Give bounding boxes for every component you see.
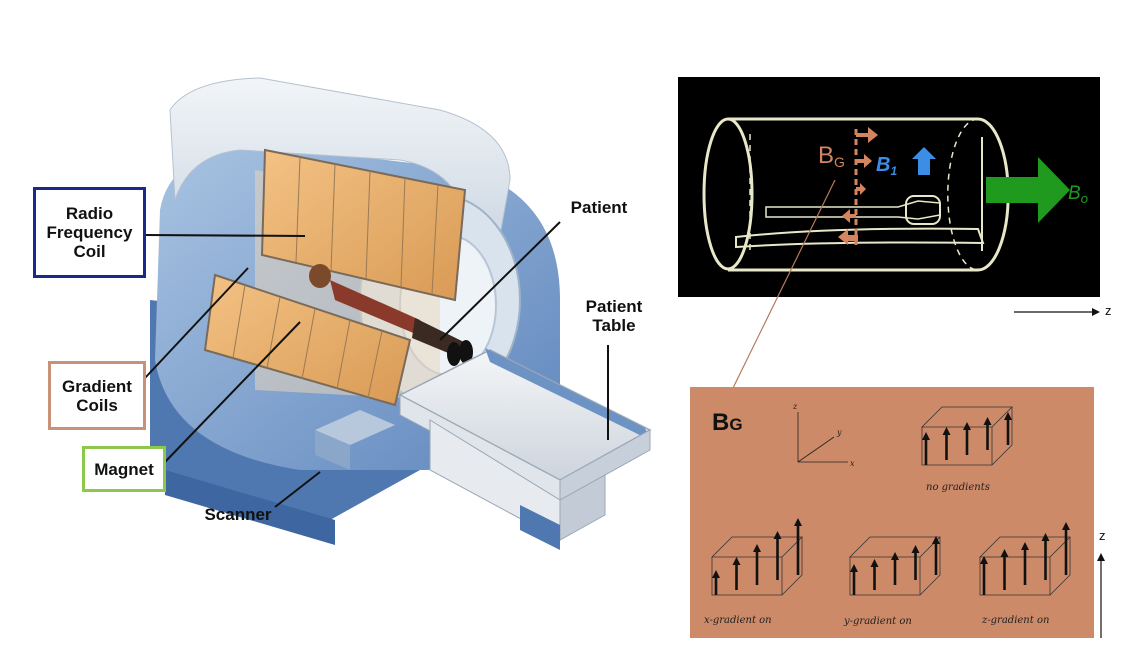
z-axis-label-top: z: [1105, 303, 1112, 318]
patient-table-label: Patient Table: [585, 297, 643, 335]
gradient-coil-panel: [203, 273, 412, 407]
svg-text:x: x: [850, 459, 855, 468]
box-x-gradient: [711, 518, 803, 596]
gradient-coils-leader: [144, 267, 249, 379]
gradient-drawings: z x y: [711, 402, 1071, 596]
bg-gradient-arrows: [838, 127, 878, 245]
b0-arrow: [986, 157, 1070, 223]
rf-coil-panel: [260, 148, 467, 302]
bg-connector-line: [732, 180, 836, 389]
caption-no-gradients: no gradients: [926, 482, 990, 493]
bore-drawing: BG B1 Bo: [702, 117, 1088, 272]
z-axis-label-bottom: z: [1099, 528, 1106, 543]
patient-leader: [439, 221, 561, 341]
svg-text:y: y: [836, 428, 842, 437]
rf-coil-leader: [144, 234, 306, 237]
scanner-leader: [274, 471, 321, 508]
b1-arrow: [912, 147, 936, 175]
bore-b1-label: B1: [876, 154, 897, 178]
bore-bg-label: BG: [818, 142, 845, 170]
z-axis-arrow-top: [1014, 308, 1100, 316]
magnet-label: Magnet: [82, 446, 166, 492]
caption-y-gradient: y-gradient on: [844, 616, 912, 627]
bore-b0-label: Bo: [1068, 183, 1088, 206]
xyz-axes: z x y: [792, 402, 855, 468]
svg-text:z: z: [792, 402, 798, 411]
z-axis-arrow-bottom: [1097, 553, 1105, 638]
box-no-gradients: [921, 406, 1013, 466]
bore-cylinder: [728, 117, 978, 272]
scanner-label: Scanner: [204, 505, 272, 524]
magnet-bore-diagram: BG B1 Bo: [678, 77, 1100, 297]
rf-coil-label: Radio Frequency Coil: [33, 187, 146, 278]
box-z-gradient: [979, 522, 1071, 596]
caption-z-gradient: z-gradient on: [982, 615, 1050, 626]
gradient-panel-title: BG: [712, 409, 743, 436]
patient-label: Patient: [570, 198, 628, 217]
box-y-gradient: [849, 536, 941, 596]
caption-x-gradient: x-gradient on: [704, 615, 772, 626]
magnet-leader: [164, 321, 301, 463]
gradient-fields-panel: BG z x y no gradients x-gradient on y-gr…: [690, 387, 1094, 638]
gradient-coils-label: Gradient Coils: [48, 361, 146, 430]
mri-scanner-illustration: [144, 77, 652, 550]
